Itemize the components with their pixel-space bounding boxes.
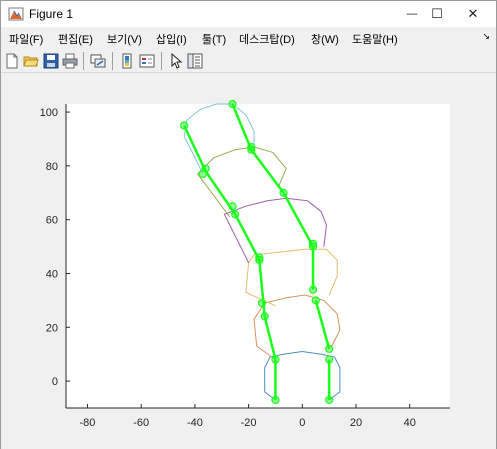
menu-desktop[interactable]: 데스크탑(D)	[239, 34, 295, 46]
joint-marker-16	[279, 188, 288, 197]
segment-outline-2	[253, 294, 341, 361]
menu-window[interactable]: 창(W)	[311, 34, 339, 46]
open-file-icon[interactable]	[23, 53, 39, 69]
menu-bar: 파일(F) 편집(E) 보기(V) 삽입(I) 툴(T) 데스크탑(D) 창(W…	[1, 27, 496, 49]
skeleton-line-3	[263, 316, 277, 360]
figure-canvas: -80 -60 -40 -20 0 20 40 0 20 40 60 80 100	[1, 74, 496, 449]
minimize-button[interactable]: —	[395, 1, 429, 27]
property-inspector-icon[interactable]	[187, 53, 203, 69]
skeleton-line-5	[258, 259, 266, 317]
x-tick-label: 0	[299, 417, 305, 429]
menu-edit[interactable]: 편집(E)	[58, 34, 93, 46]
y-tick-label: 100	[40, 107, 58, 119]
y-tick-label: 20	[46, 322, 58, 334]
minimize-icon: —	[406, 8, 418, 20]
joint-marker-4	[325, 355, 334, 364]
insert-colorbar-icon[interactable]	[119, 53, 135, 69]
joint-marker-14	[231, 210, 240, 219]
joint-marker-3	[271, 355, 280, 364]
title-bar[interactable]: Figure 1 — ☐ ✕	[1, 1, 496, 27]
dock-arrow-icon[interactable]: ↘	[482, 31, 490, 41]
skeleton-line-9	[204, 170, 237, 216]
joint-marker-2	[325, 395, 334, 405]
joint-marker-1	[271, 395, 280, 405]
plot-axes[interactable]: -80 -60 -40 -20 0 20 40 0 20 40 60 80 100	[1, 74, 496, 449]
joint-marker-5	[325, 344, 334, 353]
segment-outline-1	[264, 350, 341, 401]
toolbar-separator	[161, 52, 162, 70]
segment-outline-3	[245, 248, 338, 307]
joint-marker-15	[228, 202, 237, 211]
close-icon: ✕	[467, 6, 479, 21]
joint-marker-12	[308, 242, 318, 251]
x-tick-label: 20	[350, 417, 362, 429]
menu-tools[interactable]: 툴(T)	[202, 34, 227, 46]
joint-marker-7	[257, 298, 267, 308]
skeleton-line-4	[314, 300, 331, 350]
skeleton-line-10	[250, 148, 285, 194]
link-plot-icon[interactable]	[90, 53, 106, 69]
y-tick-label: 60	[46, 215, 58, 227]
joint-marker-8	[311, 296, 320, 305]
x-tick-label: 40	[404, 417, 416, 429]
joint-marker-9	[308, 285, 318, 294]
joint-marker-6	[260, 312, 269, 321]
menu-file[interactable]: 파일(F)	[9, 34, 44, 46]
y-tick-label: 0	[52, 376, 58, 388]
figure-toolbar	[1, 49, 496, 73]
joint-marker-20	[247, 142, 256, 152]
save-icon[interactable]	[43, 53, 59, 69]
joint-marker-21	[180, 121, 189, 130]
maximize-icon: ☐	[431, 6, 443, 21]
close-button[interactable]: ✕	[456, 1, 490, 27]
window-title: Figure 1	[29, 7, 74, 21]
skeleton-line-8	[282, 192, 315, 248]
joint-marker-18	[201, 164, 210, 173]
toolbar-separator	[83, 52, 84, 70]
segment-outline-6	[183, 103, 255, 175]
menu-help[interactable]: 도움말(H)	[352, 34, 398, 46]
joint-marker-11	[255, 253, 264, 262]
menu-view[interactable]: 보기(V)	[107, 34, 142, 46]
skeleton-line-11	[183, 124, 207, 172]
print-icon[interactable]	[62, 53, 78, 69]
joint-marker-19	[247, 145, 256, 154]
x-tick-label: -20	[241, 417, 257, 429]
menu-insert[interactable]: 삽입(I)	[156, 34, 187, 46]
joint-marker-22	[228, 99, 237, 109]
insert-legend-icon[interactable]	[139, 53, 155, 69]
maximize-button[interactable]: ☐	[420, 1, 454, 27]
new-figure-icon[interactable]	[4, 53, 20, 69]
edit-plot-arrow-icon[interactable]	[168, 53, 184, 69]
joint-marker-10	[255, 255, 264, 265]
joint-marker-13	[308, 239, 318, 248]
x-tick-label: -40	[187, 417, 203, 429]
x-tick-label: -60	[133, 417, 149, 429]
y-tick-label: 80	[46, 161, 58, 173]
toolbar-separator	[112, 52, 113, 70]
x-tick-label: -80	[80, 417, 96, 429]
matlab-figure-icon	[8, 7, 24, 21]
y-tick-label: 40	[46, 268, 58, 280]
skeleton-line-7	[234, 213, 261, 261]
skeleton-line-12	[231, 103, 253, 151]
